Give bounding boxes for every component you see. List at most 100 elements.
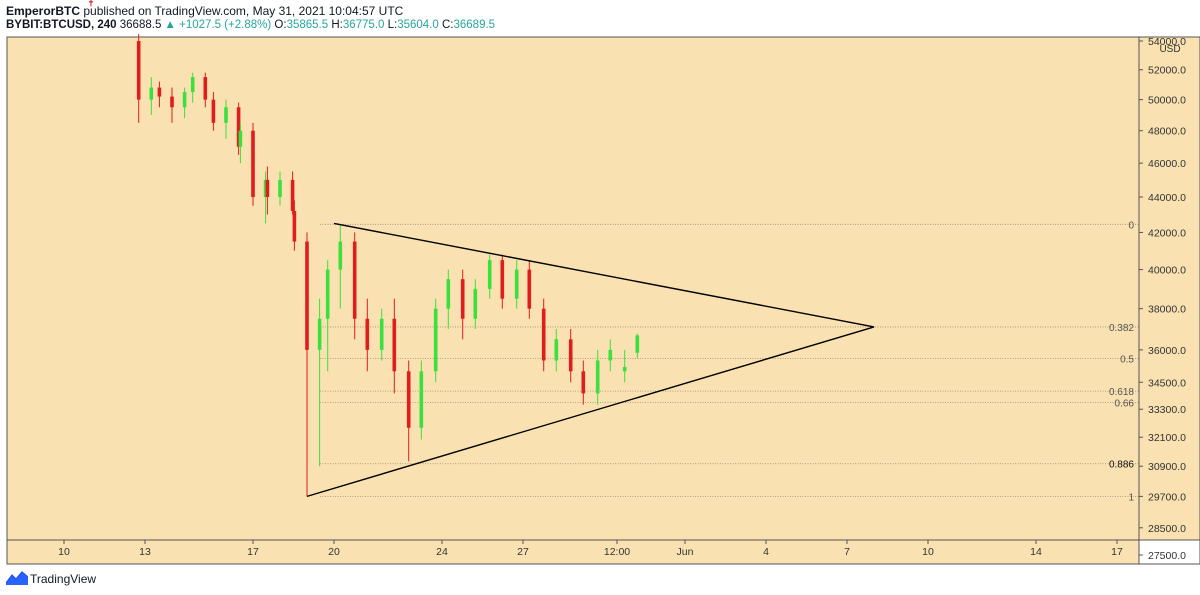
tradingview-brand[interactable]: TradingView	[30, 572, 97, 586]
candle-body	[635, 335, 640, 353]
fib-label: 0.5	[1120, 354, 1134, 365]
candle-body	[238, 130, 243, 147]
candle-body	[305, 241, 309, 350]
candle-body	[514, 269, 519, 299]
time-tick-label: 27	[517, 546, 529, 558]
candle-body	[554, 339, 559, 361]
candle-body	[379, 318, 384, 350]
candle-body	[541, 308, 546, 361]
time-tick-label: 4	[763, 546, 769, 558]
price-axis-labels: 54000.0 52000.0 50000.0 48000.0 46000.0 44000…	[1139, 36, 1186, 562]
time-tick-label: 12:00	[604, 546, 630, 558]
price-tick-label: 28500.0	[1148, 523, 1186, 535]
candle-body	[149, 87, 154, 100]
fib-label: 0.886	[1109, 460, 1134, 471]
time-tick-label: 20	[328, 546, 340, 558]
candle-body	[317, 318, 322, 350]
triangle-upper-trendline	[333, 222, 875, 328]
candle-body	[292, 210, 297, 242]
open-value: 35865.5	[286, 19, 329, 31]
candle-body	[278, 179, 282, 197]
time-axis-area[interactable]	[7, 540, 1139, 564]
candle-body	[290, 179, 295, 211]
candle-body	[595, 360, 600, 394]
price-tick-label: 40000.0	[1148, 265, 1186, 277]
fib-label: 0.66	[1115, 398, 1135, 409]
symbol-info-line: BYBIT:BTCUSD, 240 36688.5 ▲ +1027.5 (+2.…	[6, 19, 495, 31]
price-axis-unit: USD	[1159, 44, 1180, 55]
price-tick-label: 29700.0	[1148, 491, 1186, 503]
candle-body	[406, 371, 411, 428]
candle-body	[157, 87, 162, 97]
price-tick-label: 30900.0	[1148, 461, 1186, 473]
time-tick-label: 10	[922, 546, 934, 558]
time-tick-label: Jun	[677, 546, 694, 558]
candle-body	[622, 366, 627, 372]
high-label: H:	[331, 19, 343, 31]
candle-body	[460, 279, 465, 319]
author-name[interactable]: EmperorBTC	[6, 4, 81, 18]
candle-body	[352, 241, 357, 319]
published-text: published on TradingView.com, May 31, 20…	[83, 4, 404, 18]
fib-label: 0.618	[1109, 387, 1134, 398]
candle-body	[170, 96, 174, 108]
candle-body	[203, 77, 208, 100]
price-tick-label: 27500.0	[1148, 550, 1186, 562]
open-label: O:	[274, 19, 287, 31]
low-value: 35604.0	[397, 19, 439, 31]
price-tick-label: 44000.0	[1148, 192, 1186, 204]
symbol-label[interactable]: BYBIT:BTCUSD, 240	[6, 19, 117, 31]
candle-body	[487, 260, 492, 289]
time-tick-label: 17	[1111, 546, 1123, 558]
price-tick-label: 42000.0	[1148, 227, 1186, 239]
footer-bar: TradingView	[0, 566, 1200, 595]
candle-body	[338, 241, 343, 270]
chart-header: EmperorBTC published on TradingView.com,…	[0, 0, 1200, 36]
candle-body	[392, 318, 397, 372]
triangle-pattern-layer	[306, 222, 875, 498]
candle-body	[211, 99, 216, 123]
price-tick-label: 54000.0	[1148, 36, 1186, 48]
tradingview-logo-icon[interactable]	[6, 571, 28, 585]
candle-body	[190, 77, 195, 93]
candle-body	[433, 308, 438, 372]
candle-body	[581, 371, 586, 394]
time-axis-labels: 10 13 17 20 24 27 12:00 Jun 4 7 10 14 17	[58, 540, 1123, 558]
time-tick-label: 7	[844, 546, 850, 558]
chart-frame	[6, 36, 1200, 565]
price-change: +1027.5 (+2.88%)	[179, 19, 272, 31]
candle-body	[608, 349, 613, 361]
price-axis-area[interactable]	[1139, 37, 1200, 540]
price-tick-label: 38000.0	[1148, 304, 1186, 316]
candle-body	[500, 260, 505, 299]
price-tick-label: 33300.0	[1148, 404, 1186, 416]
close-label: C:	[442, 19, 454, 31]
candle-body	[224, 107, 228, 123]
candle-body	[419, 371, 424, 428]
fib-label: 0.382	[1109, 323, 1134, 334]
time-tick-label: 14	[1030, 546, 1042, 558]
time-tick-label: 13	[139, 546, 151, 558]
price-tick-label: 48000.0	[1148, 126, 1186, 138]
last-price: 36688.5	[119, 19, 162, 31]
change-arrow-icon: ▲	[164, 19, 176, 31]
time-tick-label: 17	[247, 546, 259, 558]
candle-body	[182, 92, 187, 108]
low-label: L:	[387, 19, 398, 31]
candles-layer	[89, 0, 640, 497]
candle-body	[568, 339, 573, 372]
triangle-lower-trendline	[306, 326, 875, 498]
price-tick-label: 34500.0	[1148, 377, 1186, 389]
time-tick-label: 10	[58, 546, 70, 558]
fib-label: 0	[1128, 220, 1134, 231]
price-tick-label: 52000.0	[1148, 65, 1186, 77]
candle-body	[527, 269, 532, 309]
fib-label: 1	[1128, 492, 1134, 503]
candle-body	[136, 41, 141, 100]
candle-body	[325, 269, 330, 319]
candle-body	[365, 318, 370, 350]
candle-body	[89, 1, 93, 3]
candle-body	[265, 179, 270, 197]
